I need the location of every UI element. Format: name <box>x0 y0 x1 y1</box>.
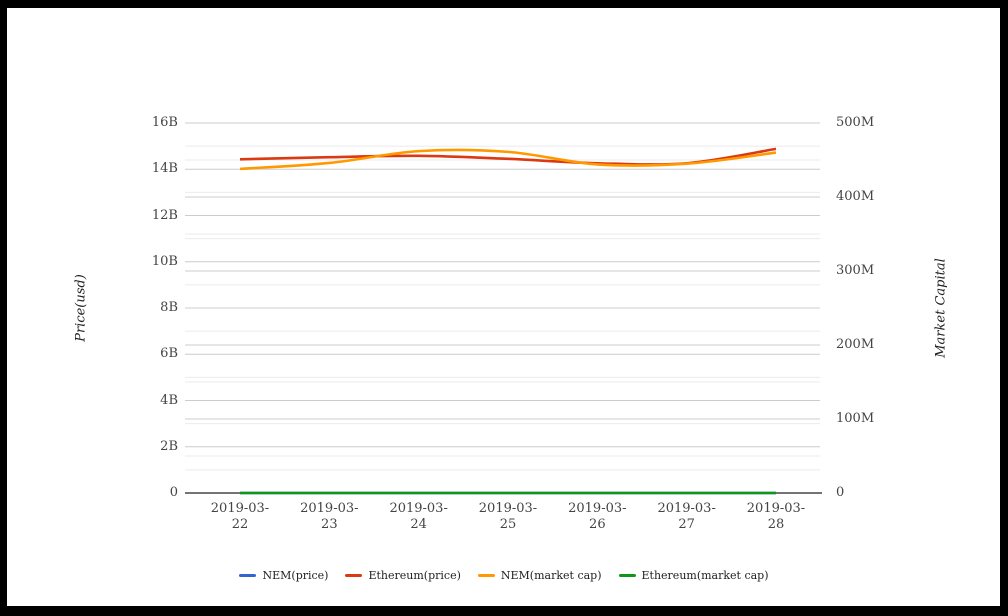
left-axis-tick-label: 6B <box>160 346 178 362</box>
price-axis-title: Price(usd) <box>73 274 89 342</box>
right-axis-tick-label: 0 <box>836 485 845 500</box>
right-axis-tick-label: 400M <box>836 189 875 204</box>
legend-line-icon <box>618 573 636 577</box>
left-axis-tick-label: 4B <box>160 392 178 408</box>
x-axis-tick-label: 2019-03- 26 <box>568 501 627 532</box>
legend-line-icon <box>477 573 495 577</box>
left-axis-tick-label: 2B <box>160 438 178 454</box>
legend-item-ethereum-market-cap: Ethereum(market cap) <box>618 568 769 582</box>
x-axis-tick-label: 2019-03- 22 <box>210 501 270 532</box>
left-axis-tick-label: 0 <box>169 485 178 500</box>
right-axis-tick-label: 500M <box>836 115 875 130</box>
series-line-nem-market-cap <box>239 148 777 171</box>
left-axis-tick-label: 16B <box>151 115 178 130</box>
legend-line-icon <box>345 573 363 577</box>
right-axis-tick-label: 100M <box>836 411 875 426</box>
x-axis-tick-label: 2019-03- 27 <box>657 501 716 532</box>
x-axis-tick-label: 2019-03- 28 <box>746 501 806 532</box>
legend-item-ethereum-price: Ethereum(price) <box>345 568 461 582</box>
left-axis-tick-label: 12B <box>151 207 178 223</box>
x-axis-tick-label: 2019-03- 23 <box>300 501 359 532</box>
x-axis-tick-label: 2019-03- 25 <box>478 501 538 532</box>
legend-item-nem-market-cap: NEM(market cap) <box>477 568 602 582</box>
legend-line-icon <box>239 573 257 577</box>
legend-label: Ethereum(price) <box>368 568 461 582</box>
legend-label: Ethereum(market cap) <box>641 568 769 582</box>
legend: NEM(price) Ethereum(price) NEM(market cap)… <box>0 566 1008 584</box>
x-axis-tick-label: 2019-03- 24 <box>389 501 448 532</box>
legend-label: NEM(price) <box>262 568 329 582</box>
right-axis-tick-label: 300M <box>836 263 875 278</box>
left-axis-tick-label: 14B <box>151 161 178 177</box>
legend-label: NEM(market cap) <box>500 568 602 582</box>
legend-item-nem-price: NEM(price) <box>239 569 328 582</box>
right-axis-tick-label: 200M <box>836 337 875 352</box>
left-axis-tick-label: 8B <box>160 300 178 315</box>
left-axis-tick-label: 10B <box>151 253 178 269</box>
market-capital-axis-title: Market Capital <box>933 258 949 358</box>
